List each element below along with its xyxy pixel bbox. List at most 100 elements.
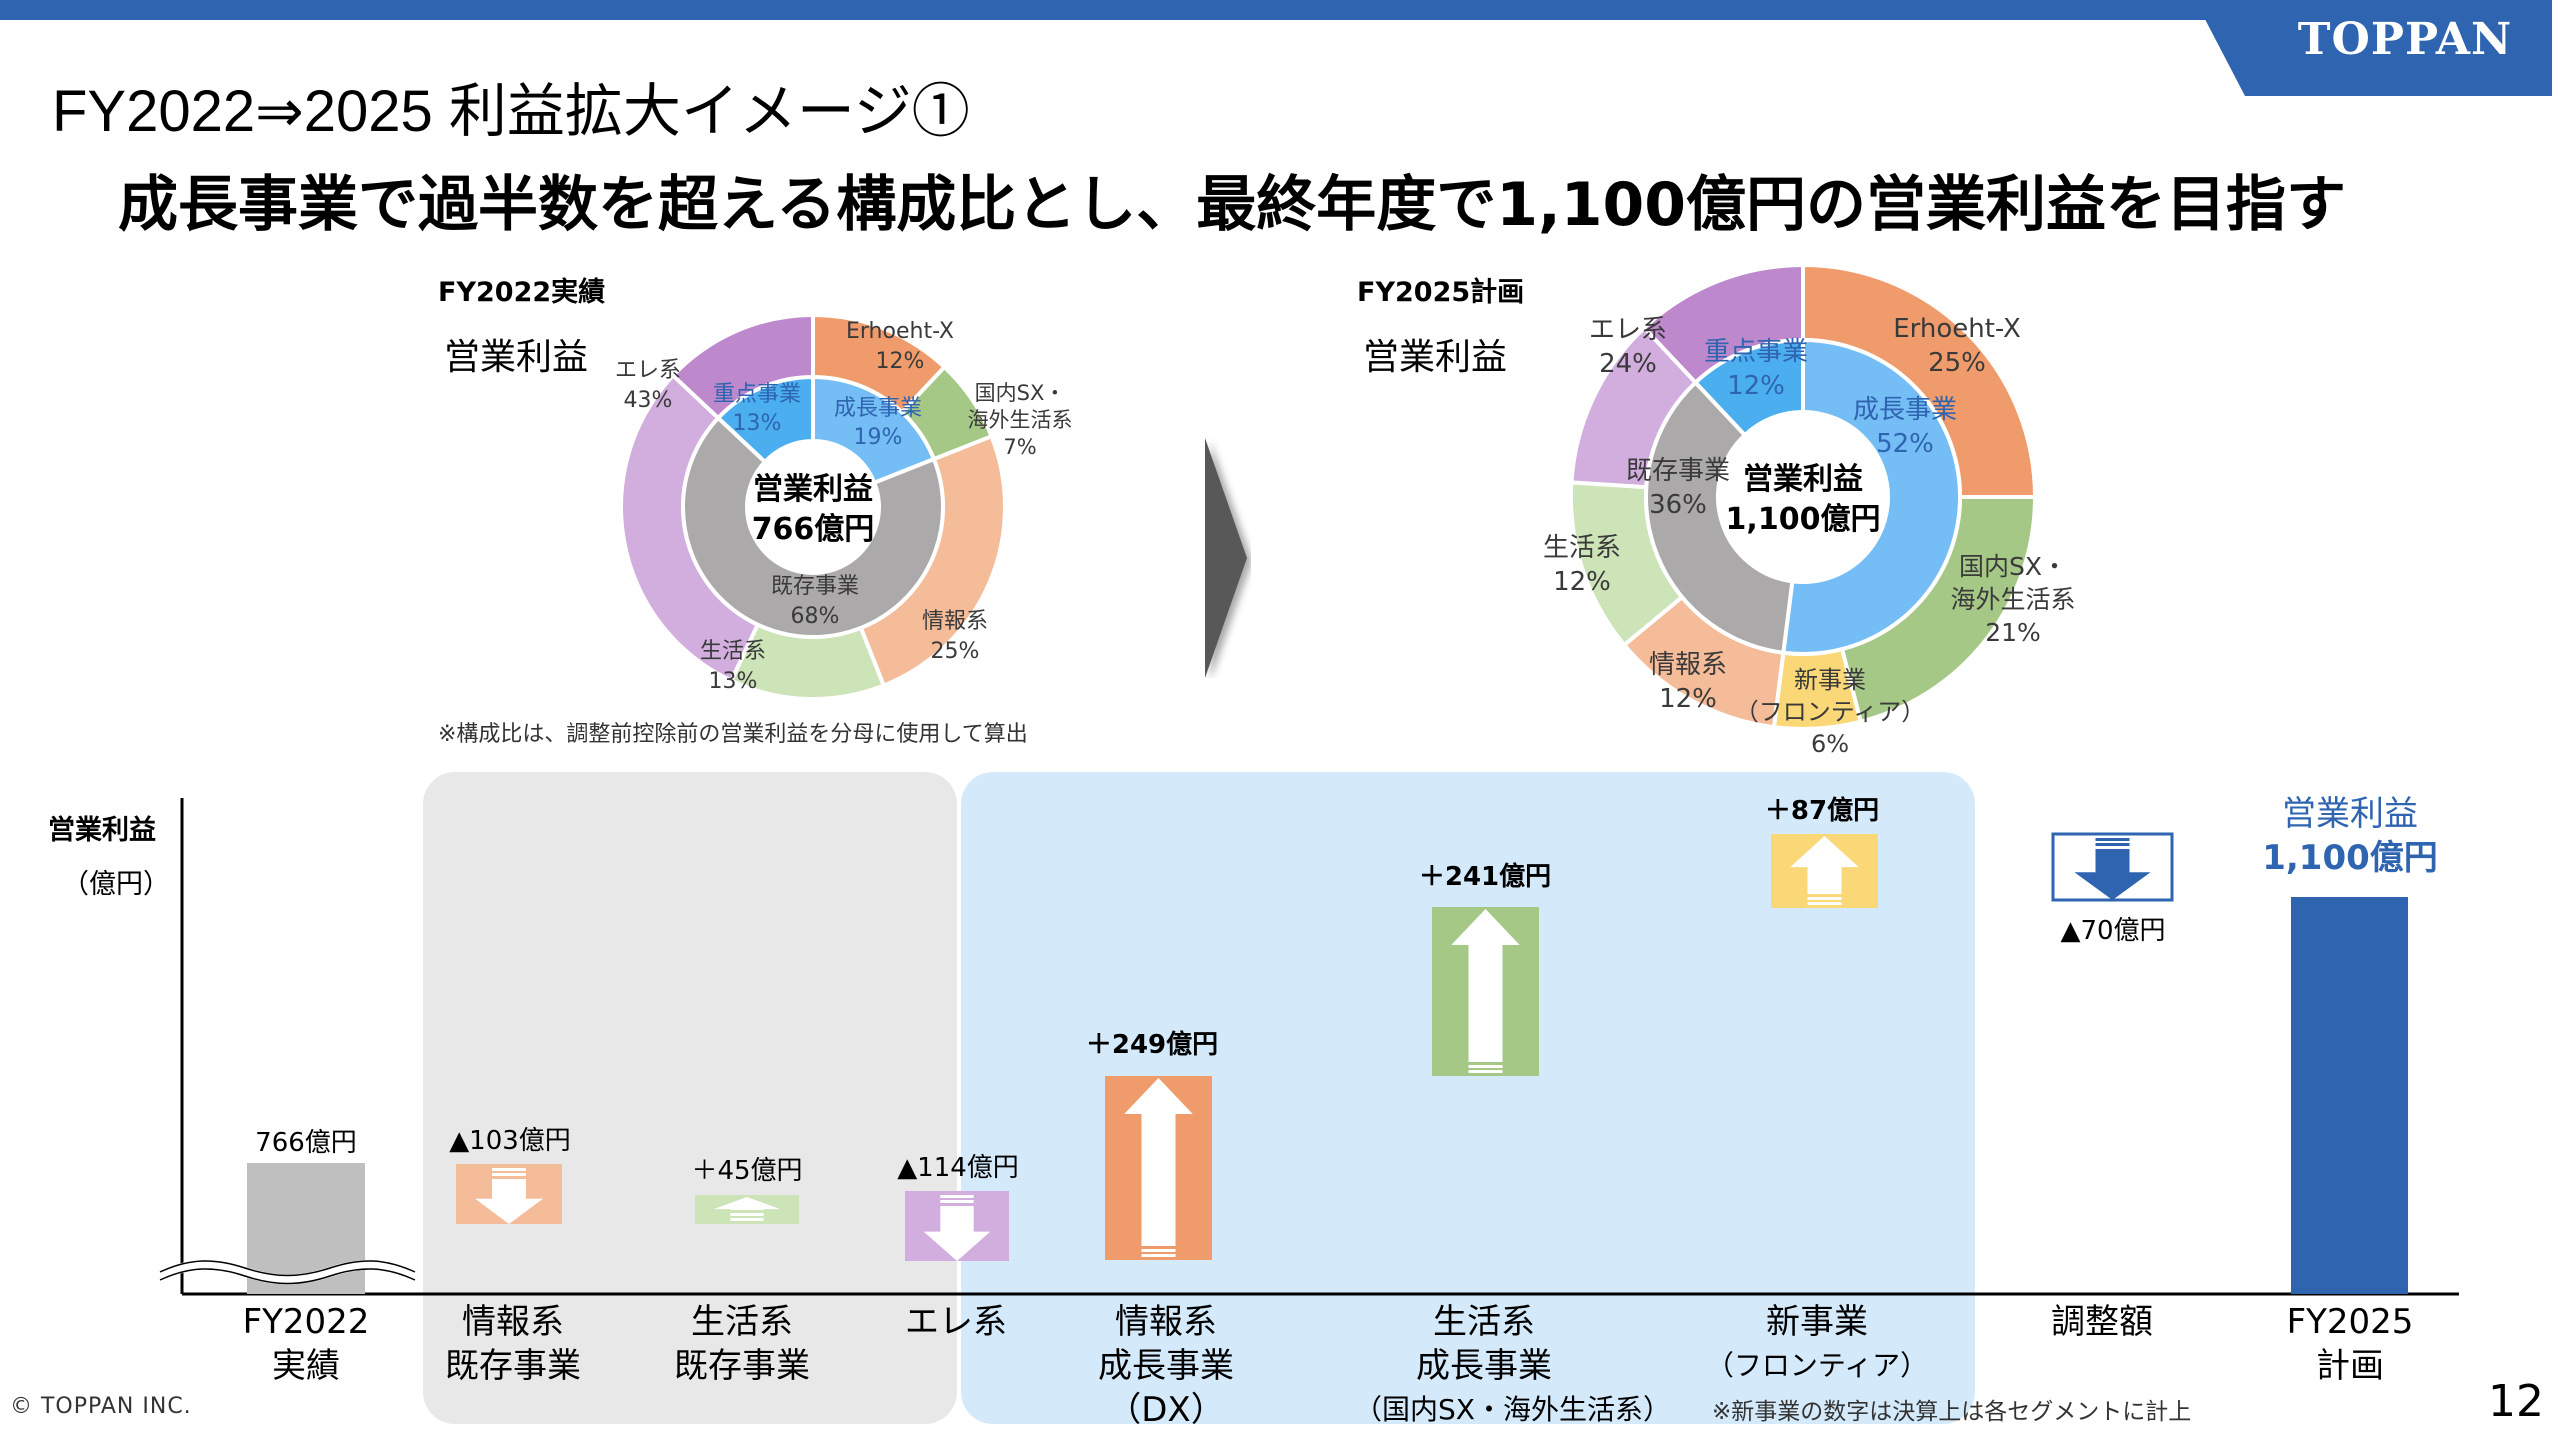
category-line: 新事業 xyxy=(1766,1302,1868,1342)
down-arrow-icon xyxy=(475,1168,543,1224)
y-axis-unit: （億円） xyxy=(62,869,170,900)
donut-0-outer-label-3-line-0: 生活系 xyxy=(700,639,766,664)
donut-0-outer-label-1-line-1: 海外生活系 xyxy=(968,408,1073,432)
donut-1-outer-label-2-line-1: （フロンティア） xyxy=(1735,698,1926,726)
copyright: © TOPPAN INC. xyxy=(10,1394,192,1419)
donut-1-outer-label-1-line-1: 海外生活系 xyxy=(1950,585,2075,614)
value-label-fy2022: 766億円 xyxy=(255,1128,357,1158)
category-fy2022: FY2022 実績 xyxy=(176,1300,436,1388)
fy2025-label-line1: 営業利益 xyxy=(2282,794,2418,834)
donut-1-outer-label-0-line-1: 25% xyxy=(1928,348,1986,378)
up-arrow-icon xyxy=(1124,1078,1193,1257)
axis-break-line-top xyxy=(159,1260,416,1277)
donut-1-hole xyxy=(1718,412,1888,582)
donut-0-inner-label-2-line-1: 13% xyxy=(733,411,782,436)
donut-1-outer-label-2-line-0: 新事業 xyxy=(1794,666,1866,694)
value-label-joho-kizon: ▲103億円 xyxy=(449,1126,571,1156)
page-subtitle: 成長事業で過半数を超える構成比とし、最終年度で1,100億円の営業利益を目指す xyxy=(118,170,2346,240)
donut-1-inner-label-2-line-1: 12% xyxy=(1727,371,1785,401)
value-label-seikatsu-seicho: ＋241億円 xyxy=(1418,862,1552,892)
value-label-fy2025: 営業利益 1,100億円 xyxy=(2240,792,2460,880)
category-chouseigaku: 調整額 xyxy=(1972,1300,2232,1344)
donut-1-outer-label-4-line-0: 生活系 xyxy=(1543,533,1621,563)
category-joho-seicho: 情報系 成長事業 （DX） xyxy=(1036,1300,1296,1432)
page-title: FY2022⇒2025 利益拡大イメージ① xyxy=(52,79,970,144)
category-line: （フロンティア） xyxy=(1705,1349,1929,1382)
category-fy2025: FY2025 計画 xyxy=(2220,1300,2480,1388)
donut-0-hole xyxy=(747,441,879,573)
category-joho-kizon: 情報系 既存事業 xyxy=(383,1300,643,1388)
existing-business-panel xyxy=(423,772,957,1424)
value-label-shinjigyo: ＋87億円 xyxy=(1764,796,1880,826)
donut-1-outer-label-3-line-0: 情報系 xyxy=(1649,650,1727,680)
category-line: 生活系 xyxy=(1433,1302,1535,1342)
new-business-note: ※新事業の数字は決算上は各セグメントに計上 xyxy=(1712,1399,2192,1425)
category-line: 情報系 xyxy=(462,1302,564,1342)
toppan-logo: TOPPAN xyxy=(2297,14,2513,65)
down-arrow-icon xyxy=(2074,838,2151,900)
y-axis-title: 営業利益 xyxy=(48,815,156,846)
category-line: 既存事業 xyxy=(674,1346,810,1386)
donut-fy2022-subtitle: 営業利益 xyxy=(444,337,589,378)
category-fy2022-line1: FY2022 xyxy=(242,1302,370,1342)
category-seikatsu-seicho: 生活系 成長事業 （国内SX・海外生活系） xyxy=(1354,1300,1671,1432)
donut-1-outer-label-5-line-0: エレ系 xyxy=(1589,315,1667,345)
value-label-joho-seicho: ＋249億円 xyxy=(1085,1030,1219,1060)
category-line: 生活系 xyxy=(691,1302,793,1342)
donut-1-inner-label-1-line-0: 既存事業 xyxy=(1626,456,1730,486)
category-line: 成長事業 xyxy=(1416,1346,1552,1386)
donut-fy2025-subtitle: 営業利益 xyxy=(1363,337,1508,378)
category-shinjigyo: 新事業 （フロンティア） xyxy=(1687,1300,1947,1388)
top-brand-bar xyxy=(0,0,2552,20)
donut-0-outer-label-3-line-1: 13% xyxy=(709,669,758,694)
donut-0-inner-label-0-line-0: 成長事業 xyxy=(834,396,922,421)
donut-0-outer-label-0-line-0: Erhoeht-X xyxy=(846,319,954,344)
up-arrow-icon xyxy=(1790,836,1859,905)
value-label-ere: ▲114億円 xyxy=(897,1153,1019,1183)
axis-break-gap xyxy=(157,1260,418,1285)
donut-0-outer-label-2-line-0: 情報系 xyxy=(922,609,988,634)
donut-0-center-value: 766億円 xyxy=(752,512,875,547)
down-arrow-icon xyxy=(923,1195,991,1261)
category-ere: エレ系 xyxy=(826,1300,1086,1344)
up-arrow-icon xyxy=(1451,909,1520,1073)
donut-0-outer-label-4-line-0: エレ系 xyxy=(615,358,681,383)
category-line: 情報系 xyxy=(1115,1302,1217,1342)
donut-0-inner-label-1-line-0: 既存事業 xyxy=(771,574,859,599)
donut-1-outer-label-4-line-1: 12% xyxy=(1553,567,1611,597)
donut-0-inner-label-0-line-1: 19% xyxy=(854,425,903,450)
logo-tab xyxy=(2195,0,2552,96)
donut-1-outer-label-5-line-1: 24% xyxy=(1599,349,1657,379)
donut-0-inner-label-2-line-0: 重点事業 xyxy=(713,382,801,407)
donut-1-outer-label-3-line-1: 12% xyxy=(1659,684,1717,714)
bar-fy2025 xyxy=(2291,897,2408,1294)
category-line: FY2025 xyxy=(2286,1302,2414,1342)
donut-1-inner-label-0-line-0: 成長事業 xyxy=(1853,395,1957,425)
composition-note: ※構成比は、調整前控除前の営業利益を分母に使用して算出 xyxy=(438,722,1028,747)
donut-0-center-title: 営業利益 xyxy=(753,472,873,507)
donut-1-inner-label-2-line-0: 重点事業 xyxy=(1704,337,1808,367)
donut-fy2025-title: FY2025計画 xyxy=(1357,277,1525,308)
donut-fy2022-title: FY2022実績 xyxy=(438,277,606,308)
donut-1-outer-label-0-line-0: Erhoeht-X xyxy=(1893,314,2021,344)
value-label-seikatsu-kizon: ＋45億円 xyxy=(691,1156,803,1186)
donut-1-outer-label-1-line-2: 21% xyxy=(1985,618,2041,647)
category-fy2022-line2: 実績 xyxy=(272,1346,340,1386)
transition-arrow-icon xyxy=(1205,438,1247,678)
donut-1-center-value: 1,100億円 xyxy=(1726,502,1881,537)
donut-1-outer-label-2-line-2: 6% xyxy=(1811,730,1849,758)
category-seikatsu-kizon: 生活系 既存事業 xyxy=(612,1300,872,1388)
donut-0-outer-label-1-line-0: 国内SX・ xyxy=(975,381,1066,405)
category-line: 成長事業 xyxy=(1098,1346,1234,1386)
category-line: エレ系 xyxy=(905,1302,1007,1342)
up-arrow-icon xyxy=(713,1197,781,1221)
donut-0-outer-label-0-line-1: 12% xyxy=(876,349,925,374)
category-line: 既存事業 xyxy=(445,1346,581,1386)
donut-1-center-title: 営業利益 xyxy=(1743,462,1863,497)
fy2025-label-line2: 1,100億円 xyxy=(2262,838,2438,878)
category-line: 調整額 xyxy=(2051,1302,2153,1342)
donut-0-outer-label-4-line-1: 43% xyxy=(624,388,673,413)
donut-1-outer-label-1-line-0: 国内SX・ xyxy=(1959,552,2067,581)
category-line: 計画 xyxy=(2316,1346,2384,1386)
